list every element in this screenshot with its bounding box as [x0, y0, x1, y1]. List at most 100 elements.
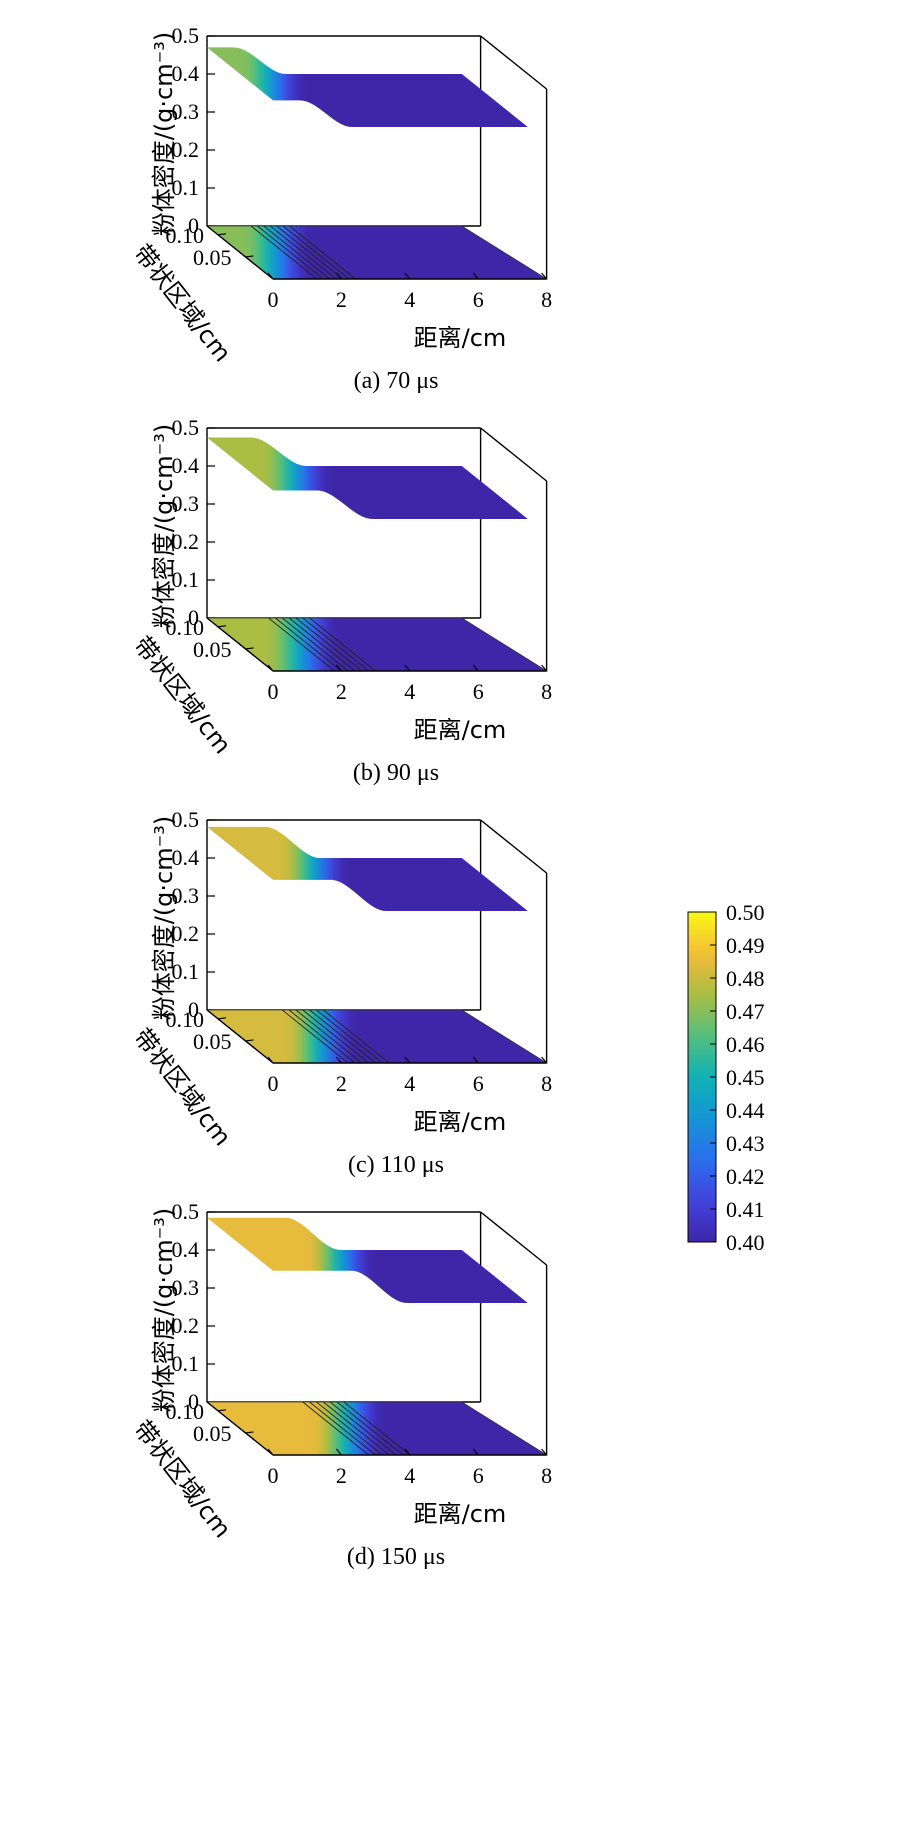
x-axis-label: 距离/cm: [414, 1108, 507, 1136]
x-tick-mark: [335, 272, 342, 280]
contour-line: [322, 1009, 390, 1064]
contour-line: [276, 225, 343, 280]
density-surface: [207, 1217, 528, 1303]
panel-caption: (a) 70 μs: [354, 368, 439, 394]
z-tick-label: 0.1: [172, 959, 200, 984]
x-tick-mark: [541, 664, 548, 672]
contour-line: [250, 225, 318, 280]
contour-projection: [205, 617, 548, 672]
x-tick-mark: [335, 1448, 342, 1456]
chart-panel: 0.50.40.30.20.100.100.050 2 4 6 8粉体密度/(g·cm⁻…: [128, 415, 552, 786]
x-tick-label: 0: [268, 1071, 279, 1096]
contour-line: [316, 1009, 383, 1064]
y-tick-label: 0.05: [193, 637, 232, 662]
chart-panel: 0.50.40.30.20.100.100.050 2 4 6 8粉体密度/(g·cm⁻…: [128, 807, 552, 1178]
x-tick-mark: [335, 1056, 342, 1064]
z-tick-label: 0.1: [172, 1351, 200, 1376]
z-tick-label: 0: [188, 997, 199, 1022]
contour-projection: [205, 1009, 548, 1064]
y-tick-mark: [245, 1039, 254, 1042]
z-tick-label: 0.4: [172, 61, 200, 86]
contour-line: [343, 1401, 411, 1456]
contour-line: [329, 1401, 397, 1456]
z-tick-label: 0.5: [172, 807, 200, 832]
x-tick-mark: [404, 664, 411, 672]
x-tick-mark: [541, 1448, 548, 1456]
x-tick-mark: [472, 664, 479, 672]
z-tick-label: 0.5: [172, 415, 200, 440]
x-axis-label: 距离/cm: [414, 324, 507, 352]
colorbar-tick-label: 0.44: [726, 1098, 765, 1123]
x-tick-mark: [267, 272, 274, 280]
z-tick-label: 0.3: [172, 1275, 200, 1300]
x-tick-label: 8: [541, 1071, 552, 1096]
x-tick-mark: [404, 1448, 411, 1456]
y-tick-label: 0.10: [166, 1399, 205, 1424]
y-tick-mark: [217, 1017, 227, 1020]
x-tick-label: 4: [404, 287, 415, 312]
z-tick-label: 0: [188, 213, 199, 238]
z-axis-label: 粉体密度/(g·cm⁻³): [150, 1208, 178, 1413]
x-tick-label: 4: [404, 1463, 415, 1488]
density-surface: [207, 47, 528, 127]
y-tick-mark: [245, 255, 254, 258]
contour-line: [289, 225, 356, 280]
x-tick-label: 6: [473, 679, 484, 704]
z-tick-label: 0.5: [172, 23, 200, 48]
contour-line: [288, 1009, 356, 1064]
colorbar-tick-label: 0.50: [726, 900, 765, 925]
x-tick-label: 8: [541, 1463, 552, 1488]
y-tick-label: 0.10: [166, 1007, 205, 1032]
z-tick-label: 0.4: [172, 1237, 200, 1262]
contour-line: [302, 617, 370, 672]
contour-line: [288, 617, 356, 672]
y-tick-mark: [245, 1431, 254, 1434]
colorbar: 0.50 0.49 0.48 0.47 0.46 0.45 0.44 0.43 0.42 0.41…: [687, 900, 765, 1255]
x-tick-label: 6: [473, 287, 484, 312]
colorbar-tick-label: 0.42: [726, 1164, 765, 1189]
z-axis-label: 粉体密度/(g·cm⁻³): [150, 816, 178, 1021]
z-tick-label: 0.2: [172, 137, 200, 162]
contour-line: [316, 1401, 383, 1456]
x-tick-label: 6: [473, 1071, 484, 1096]
x-tick-mark: [541, 272, 548, 280]
contour-line: [336, 1401, 404, 1456]
contour-line: [275, 617, 342, 672]
z-axis-label: 粉体密度/(g·cm⁻³): [150, 32, 178, 237]
x-tick-mark: [472, 272, 479, 280]
contour-line: [309, 1401, 376, 1456]
y-tick-mark: [217, 233, 227, 236]
x-tick-label: 4: [404, 679, 415, 704]
contour-line: [257, 225, 324, 280]
panel-caption: (b) 90 μs: [353, 760, 439, 786]
y-tick-mark: [217, 625, 227, 628]
x-tick-label: 2: [336, 287, 347, 312]
x-tick-label: 8: [541, 287, 552, 312]
x-tick-label: 6: [473, 1463, 484, 1488]
x-tick-label: 2: [336, 1463, 347, 1488]
x-tick-label: 2: [336, 1071, 347, 1096]
z-tick-label: 0: [188, 1389, 199, 1414]
x-axis-label: 距离/cm: [414, 1500, 507, 1528]
z-tick-label: 0.3: [172, 491, 200, 516]
contour-line: [295, 617, 363, 672]
x-tick-label: 0: [268, 287, 279, 312]
x-tick-mark: [267, 1056, 274, 1064]
z-tick-label: 0.4: [172, 453, 200, 478]
y-tick-label: 0.10: [166, 223, 205, 248]
colorbar-tick-label: 0.49: [726, 933, 765, 958]
contour-line: [281, 617, 349, 672]
contour-line: [269, 225, 337, 280]
contour-line: [302, 1009, 370, 1064]
contour-line: [309, 617, 376, 672]
colorbar-tick-label: 0.47: [726, 999, 765, 1024]
x-axis-label: 距离/cm: [414, 716, 507, 744]
z-tick-label: 0.2: [172, 921, 200, 946]
colorbar-tick-label: 0.46: [726, 1032, 765, 1057]
y-tick-label: 0.05: [193, 245, 232, 270]
x-tick-label: 8: [541, 679, 552, 704]
z-tick-label: 0.3: [172, 99, 200, 124]
x-tick-mark: [472, 1056, 479, 1064]
x-tick-mark: [404, 1056, 411, 1064]
z-tick-label: 0.1: [172, 567, 200, 592]
